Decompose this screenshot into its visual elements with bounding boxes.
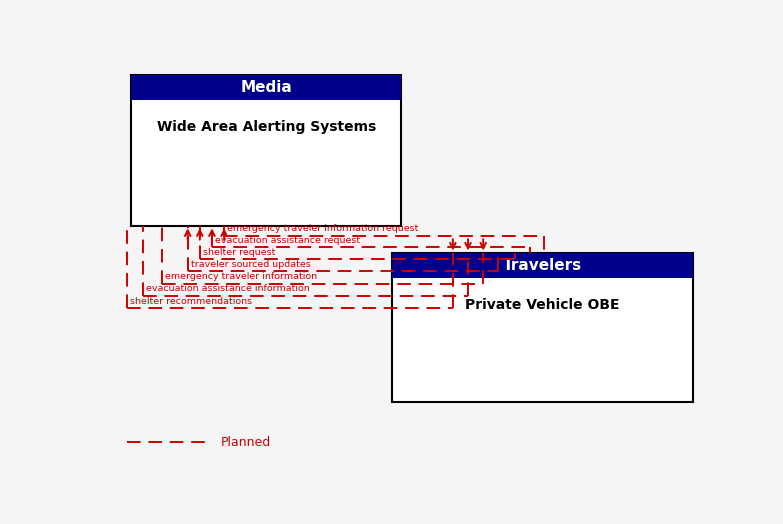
Text: Private Vehicle OBE: Private Vehicle OBE — [465, 298, 619, 312]
Text: shelter recommendations: shelter recommendations — [130, 297, 252, 306]
Text: Planned: Planned — [221, 435, 272, 449]
Text: Media: Media — [240, 80, 292, 95]
Text: emergency traveler information: emergency traveler information — [164, 272, 317, 281]
Text: shelter request: shelter request — [203, 247, 276, 257]
Text: evacuation assistance information: evacuation assistance information — [146, 284, 310, 293]
Bar — [392, 253, 693, 278]
Text: traveler sourced updates: traveler sourced updates — [191, 260, 311, 269]
Bar — [132, 75, 402, 226]
Text: Wide Area Alerting Systems: Wide Area Alerting Systems — [157, 120, 376, 134]
Bar — [132, 75, 402, 100]
Text: Travelers: Travelers — [503, 257, 582, 272]
Text: emergency traveler information request: emergency traveler information request — [227, 224, 418, 233]
Bar — [392, 253, 693, 402]
Text: evacuation assistance request: evacuation assistance request — [215, 236, 360, 245]
